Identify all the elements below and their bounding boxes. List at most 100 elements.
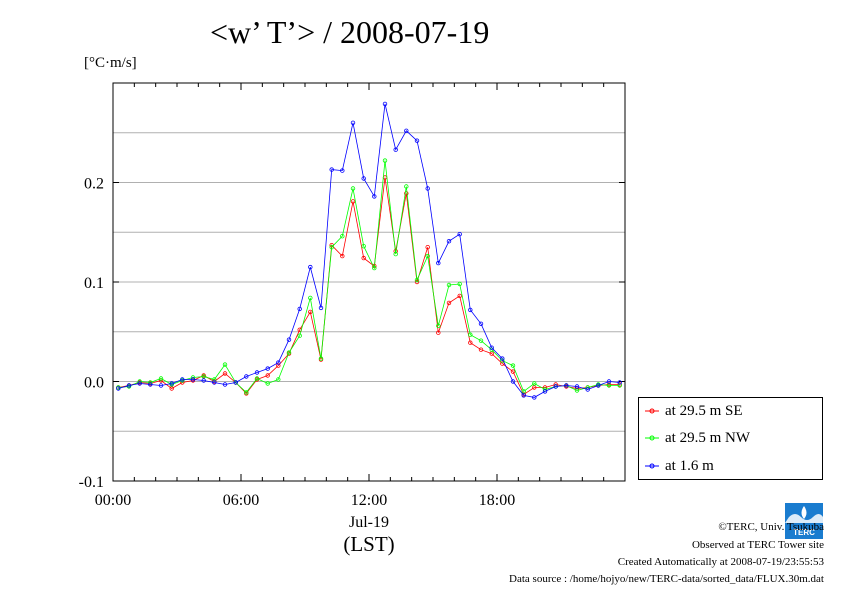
data-point xyxy=(308,309,313,315)
data-point xyxy=(308,264,313,270)
legend: at 29.5 m SE at 29.5 m NW at 1.6 m xyxy=(638,397,823,480)
logo-text: TERC xyxy=(793,528,815,537)
x-axis-zone-label: (LST) xyxy=(343,532,394,556)
y-tick-label: 0.1 xyxy=(84,275,104,292)
data-point xyxy=(468,307,473,313)
data-point xyxy=(574,388,580,393)
data-point xyxy=(414,277,420,283)
x-tick-label: 18:00 xyxy=(479,492,515,509)
data-point xyxy=(265,381,270,386)
data-point xyxy=(500,356,505,361)
data-point xyxy=(542,389,548,394)
data-point xyxy=(318,356,324,361)
data-point xyxy=(276,360,281,365)
x-tick-label: 00:00 xyxy=(95,492,131,509)
data-point xyxy=(361,176,366,181)
data-point xyxy=(393,147,398,152)
data-point xyxy=(574,384,580,389)
data-point xyxy=(212,380,217,385)
y-tick-label: -0.1 xyxy=(79,474,104,491)
legend-label-1-6m: at 1.6 m xyxy=(665,457,714,474)
data-point xyxy=(564,383,569,388)
data-point xyxy=(137,381,142,386)
data-point xyxy=(478,347,484,352)
data-point xyxy=(617,380,622,385)
data-point xyxy=(425,186,430,191)
credit-observed: Observed at TERC Tower site xyxy=(691,539,824,551)
credit-copyright: ©TERC, Univ. Tsukuba xyxy=(718,521,824,533)
data-point xyxy=(372,194,377,199)
data-point xyxy=(286,350,292,355)
data-point xyxy=(393,251,398,257)
data-point xyxy=(244,390,249,395)
data-point xyxy=(478,338,484,343)
data-point xyxy=(350,186,356,191)
data-point xyxy=(425,253,430,259)
series-line xyxy=(118,177,620,395)
data-point xyxy=(158,383,164,388)
y-axis-unit-label: [°C·m/s] xyxy=(84,55,137,71)
data-point xyxy=(329,167,334,172)
data-point xyxy=(361,243,366,249)
data-point xyxy=(468,332,473,337)
data-point xyxy=(222,382,228,387)
legend-item-nw: at 29.5 m NW xyxy=(645,427,750,449)
data-point xyxy=(436,323,441,328)
data-point xyxy=(521,393,526,398)
data-point xyxy=(308,295,313,301)
data-point xyxy=(510,379,516,384)
data-point xyxy=(244,374,249,379)
data-point xyxy=(286,337,292,342)
data-point xyxy=(169,386,174,391)
data-point xyxy=(340,253,345,259)
data-point xyxy=(478,321,484,326)
data-point xyxy=(318,305,324,311)
data-point xyxy=(446,282,452,288)
data-point xyxy=(585,387,590,392)
chart-title: <w’ T’> / 2008-07-19 xyxy=(210,14,490,50)
data-point xyxy=(361,255,366,261)
data-point xyxy=(468,340,473,345)
series-line xyxy=(118,160,620,393)
data-point xyxy=(596,383,601,388)
data-point xyxy=(329,244,334,250)
x-axis-date-label: Jul-19 xyxy=(349,514,389,531)
legend-item-1-6m: at 1.6 m xyxy=(645,455,714,477)
data-point xyxy=(436,260,441,266)
axis-ticks: -0.1 0.0 0.1 0.2 00:00 06:00 12:00 18:00 xyxy=(79,83,626,509)
x-tick-label: 12:00 xyxy=(351,492,387,509)
series-2 xyxy=(116,158,622,395)
y-tick-label: 0.2 xyxy=(84,176,104,193)
data-point xyxy=(340,168,345,173)
x-tick-label: 06:00 xyxy=(223,492,259,509)
data-point xyxy=(265,366,270,371)
data-point xyxy=(254,370,260,375)
legend-item-se: at 29.5 m SE xyxy=(645,400,743,422)
data-point xyxy=(404,184,409,189)
y-tick-label: 0.0 xyxy=(84,375,104,392)
data-point xyxy=(446,300,452,306)
grid-lines xyxy=(113,132,625,432)
legend-marker-nw xyxy=(645,433,659,443)
series-1 xyxy=(116,175,622,397)
data-point xyxy=(457,231,462,237)
data-point xyxy=(169,381,174,386)
data-point xyxy=(350,120,356,125)
series-lines xyxy=(116,101,622,400)
data-point xyxy=(116,386,121,391)
data-point xyxy=(457,281,462,287)
data-point xyxy=(414,138,420,143)
data-point xyxy=(233,380,238,385)
data-point xyxy=(222,371,228,376)
data-point xyxy=(340,233,345,239)
data-point xyxy=(532,395,537,400)
data-point xyxy=(553,384,558,389)
data-point xyxy=(532,381,537,386)
data-point xyxy=(510,369,516,374)
data-point xyxy=(201,378,206,383)
data-point xyxy=(276,363,281,368)
terc-logo: TERC xyxy=(785,503,823,539)
data-point xyxy=(425,244,430,250)
data-point xyxy=(297,333,302,338)
